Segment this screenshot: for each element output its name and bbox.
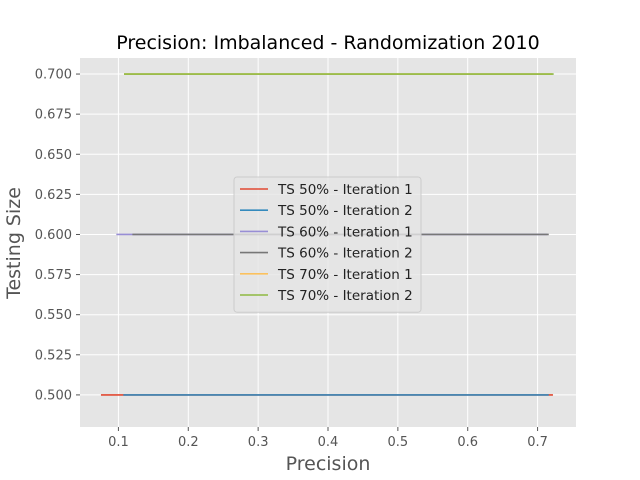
y-axis-ticks: 0.500 0.525 0.550 0.575 0.600 0.625 0.650 0.675…	[35, 68, 80, 403]
x-tick-label: 0.7	[527, 435, 548, 450]
legend-box	[233, 176, 422, 313]
x-axis-ticks: 0.1 0.2 0.3 0.4 0.5 0.6 0.7	[108, 427, 548, 450]
y-axis-label: Testing Size	[3, 187, 25, 300]
x-tick-label: 0.2	[178, 435, 199, 450]
y-tick-label: 0.625	[35, 188, 72, 203]
y-tick-label: 0.600	[35, 228, 72, 243]
y-tick-label: 0.575	[35, 268, 72, 283]
y-tick-label: 0.650	[35, 148, 72, 163]
legend-entry: TS 50% - Iteration 1	[277, 182, 413, 198]
y-tick-label: 0.700	[35, 68, 72, 83]
x-tick-label: 0.6	[457, 435, 478, 450]
chart-title: Precision: Imbalanced - Randomization 20…	[116, 32, 539, 54]
legend-entry: TS 70% - Iteration 2	[277, 288, 413, 304]
legend-entry: TS 50% - Iteration 2	[277, 203, 413, 219]
legend-entry: TS 60% - Iteration 2	[277, 246, 413, 262]
x-tick-label: 0.5	[388, 435, 409, 450]
y-tick-label: 0.525	[35, 348, 72, 363]
legend-entry: TS 70% - Iteration 1	[277, 267, 413, 283]
x-tick-label: 0.3	[248, 435, 269, 450]
x-tick-label: 0.1	[108, 435, 129, 450]
legend-entry: TS 60% - Iteration 1	[277, 224, 413, 240]
y-tick-label: 0.500	[35, 388, 72, 403]
legend: TS 50% - Iteration 1 TS 50% - Iteration 2…	[233, 176, 422, 313]
x-axis-label: Precision	[286, 453, 371, 475]
y-tick-label: 0.675	[35, 108, 72, 123]
x-tick-label: 0.4	[318, 435, 339, 450]
y-tick-label: 0.550	[35, 308, 72, 323]
